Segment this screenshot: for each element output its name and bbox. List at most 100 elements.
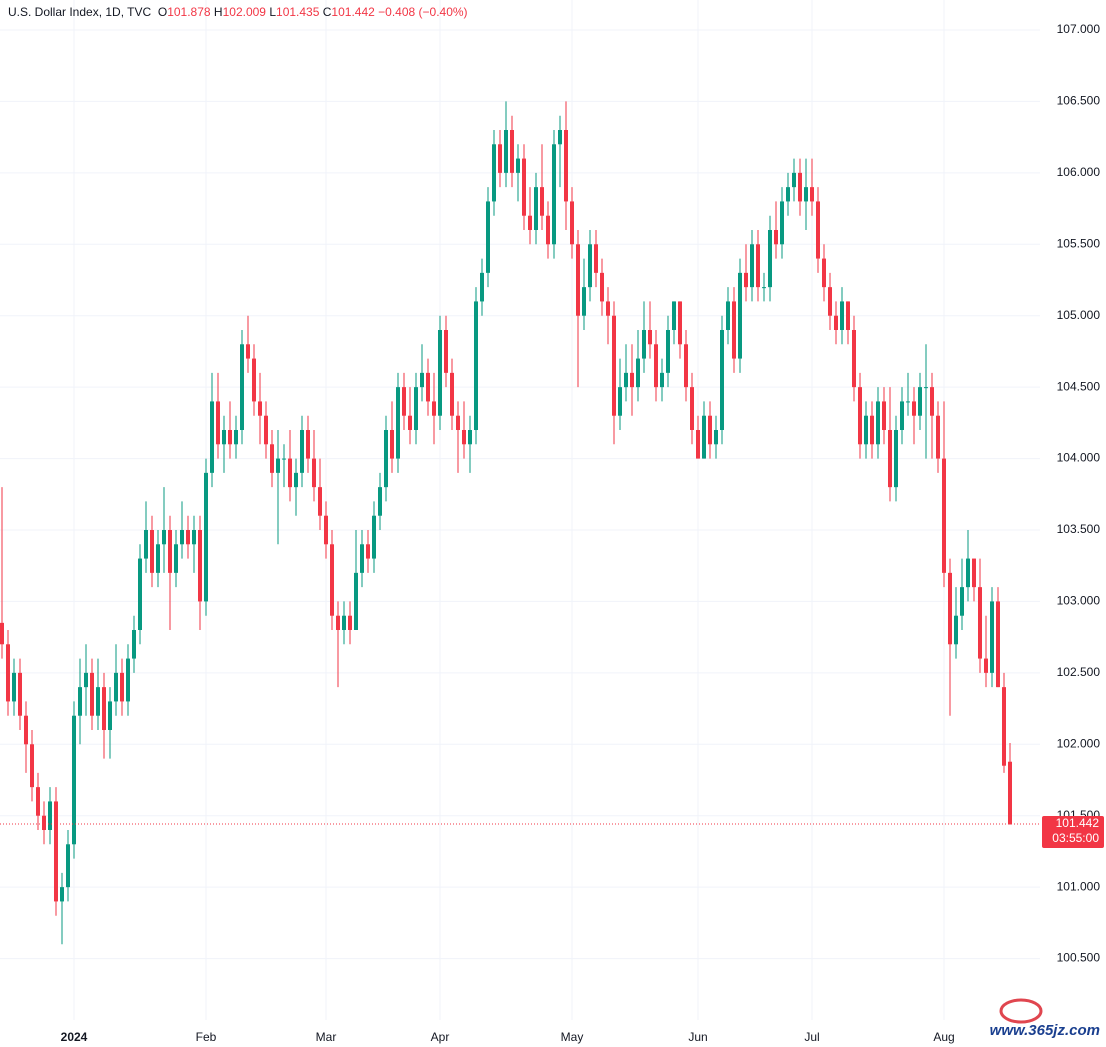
candle-body <box>714 430 718 445</box>
candle-body <box>432 401 436 416</box>
candle-body <box>318 487 322 516</box>
candle-body <box>66 844 70 888</box>
candle-body <box>570 201 574 245</box>
candle-body <box>366 544 370 559</box>
y-tick-label: 100.500 <box>1057 951 1101 965</box>
chart-title: U.S. Dollar Index, 1D, TVC <box>8 5 152 19</box>
candle-body <box>618 387 622 416</box>
y-tick-label: 105.500 <box>1057 236 1101 250</box>
candle-body <box>642 330 646 359</box>
candle-body <box>780 201 784 245</box>
candle-body <box>1008 761 1012 824</box>
candle-body <box>552 144 556 245</box>
candle-body <box>330 544 334 616</box>
candle-body <box>930 387 934 416</box>
candle-body <box>462 430 466 445</box>
candle-body <box>144 530 148 559</box>
candle-body <box>798 172 802 202</box>
candle-body <box>696 430 700 459</box>
candle-body <box>984 658 988 673</box>
y-tick-label: 106.000 <box>1057 165 1101 179</box>
candle-body <box>210 401 214 473</box>
candle-body <box>102 687 106 730</box>
candle-body <box>672 301 676 330</box>
candle-body <box>840 301 844 330</box>
candle-body <box>864 415 868 445</box>
candle-body <box>834 315 838 330</box>
candle-body <box>810 187 814 202</box>
candle-body <box>936 415 940 459</box>
candle-body <box>504 130 508 173</box>
legend-header: U.S. Dollar Index, 1D, TVC O101.878 H102… <box>8 5 468 19</box>
candle-body <box>612 315 616 416</box>
candle-body <box>258 401 262 416</box>
candle-body <box>252 358 256 402</box>
candle-body <box>558 130 562 145</box>
candle-body <box>540 187 544 216</box>
y-tick-label: 104.500 <box>1057 379 1101 393</box>
candle-body <box>468 430 472 445</box>
candle-body <box>996 601 1000 688</box>
candle-body <box>18 672 22 716</box>
candle-body <box>762 287 766 289</box>
candle-body <box>822 258 826 288</box>
candle-body <box>774 230 778 245</box>
y-tick-label: 103.000 <box>1057 594 1101 608</box>
candle-body <box>414 387 418 430</box>
candle-body <box>600 272 604 302</box>
candle-body <box>150 530 154 573</box>
candle-body <box>420 372 424 388</box>
candle-body <box>576 244 580 316</box>
candle-body <box>6 644 10 702</box>
candle-body <box>42 815 46 830</box>
candle-body <box>216 401 220 445</box>
x-tick-label: May <box>561 1030 584 1044</box>
y-tick-label: 102.000 <box>1057 736 1101 750</box>
candle-body <box>138 558 142 630</box>
candle-body <box>54 801 58 902</box>
label: O <box>157 5 168 19</box>
candle-body <box>174 544 178 573</box>
candle-body <box>300 430 304 473</box>
candle-body <box>960 587 964 616</box>
candle-body <box>390 430 394 459</box>
candle-body <box>594 244 598 273</box>
candle-body <box>372 515 376 559</box>
candle-body <box>288 458 292 488</box>
candle-body <box>888 430 892 488</box>
candle-body <box>912 401 916 416</box>
x-tick-label: Aug <box>933 1030 954 1044</box>
change: −0.408 (−0.40%) <box>378 5 468 19</box>
candle-body <box>666 330 670 373</box>
candle-body <box>768 230 772 288</box>
x-tick-label: 2024 <box>61 1030 88 1044</box>
candle-body <box>750 244 754 288</box>
candle-body <box>480 272 484 302</box>
candle-body <box>726 301 730 330</box>
candle-body <box>876 401 880 445</box>
candle-body <box>786 187 790 202</box>
label: H <box>213 5 223 19</box>
x-tick-label: Feb <box>196 1030 217 1044</box>
candle-body <box>744 272 748 288</box>
candle-body <box>942 458 946 573</box>
candle-body <box>132 630 136 659</box>
candle-body <box>72 715 76 845</box>
value: 101.435 <box>276 5 320 19</box>
watermark: www.365jz.com <box>990 1022 1100 1039</box>
candle-body <box>528 215 532 230</box>
candle-body <box>828 287 832 316</box>
candle-body <box>510 130 514 173</box>
candle-body <box>156 544 160 573</box>
candle-body <box>12 672 16 702</box>
candle-body <box>162 530 166 545</box>
candle-body <box>918 387 922 416</box>
y-tick-label: 101.000 <box>1057 879 1101 893</box>
value: 102.009 <box>222 5 266 19</box>
candle-body <box>348 615 352 630</box>
candle-body <box>582 287 586 316</box>
candle-body <box>546 215 550 245</box>
countdown-label: 03:55:00 <box>1052 831 1099 845</box>
candle-body <box>282 458 286 460</box>
